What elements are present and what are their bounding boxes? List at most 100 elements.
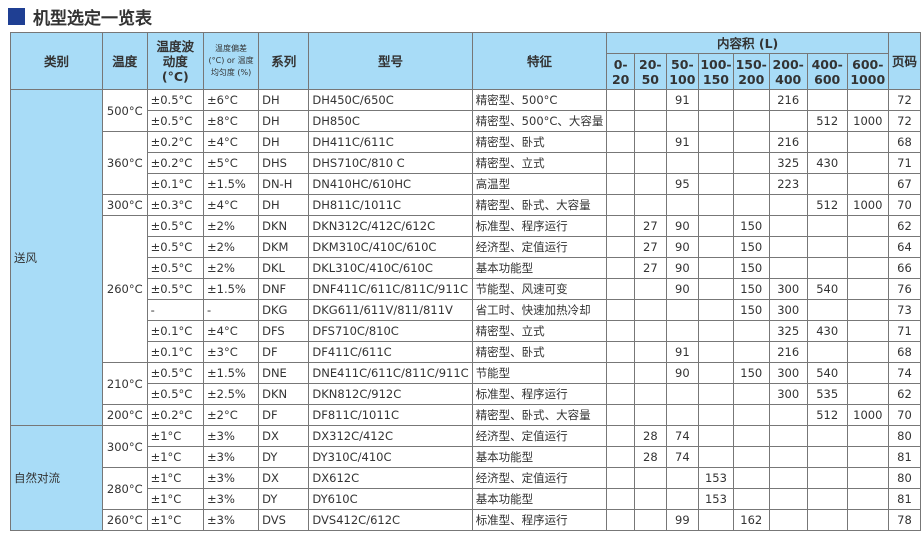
volume-cell: 430 (806, 152, 848, 174)
deviation-cell: ±3°C (202, 341, 260, 363)
volume-cell: 153 (698, 488, 734, 510)
series-cell: DH (258, 89, 310, 111)
volume-cell: 90 (665, 278, 700, 300)
volume-cell (806, 89, 848, 111)
volume-cell (606, 152, 635, 174)
feature-cell: 精密型、卧式 (471, 341, 608, 363)
temperature-cell: 300°C (101, 425, 148, 468)
volume-cell (732, 341, 770, 363)
table-row: - - DKG DKG611/611V/811/811V 省工时、快速加热冷却 150 30… (11, 299, 921, 321)
temperature-cell: 360°C (101, 131, 148, 195)
volume-cell (665, 152, 700, 174)
series-cell: DH (258, 194, 310, 216)
table-row: 300°C ±0.3°C ±4°C DH DH811C/1011C 精密型、卧式、大容量 5… (11, 194, 921, 216)
model-cell: DF411C/611C (308, 341, 473, 363)
deviation-cell: ±4°C (202, 320, 260, 342)
volume-cell (698, 236, 734, 258)
deviation-cell: ±3% (202, 425, 260, 447)
volume-cell (633, 131, 667, 153)
volume-cell (732, 425, 770, 447)
volume-cell (846, 509, 889, 531)
volume-cell (606, 446, 635, 468)
header-fluct: 温度波动度(°C) (146, 32, 205, 90)
header-feature: 特征 (471, 32, 608, 90)
fluctuation-cell: ±0.5°C (146, 362, 205, 384)
volume-cell (633, 173, 667, 195)
volume-cell (698, 194, 734, 216)
header-volume: 内容积 (L) (606, 32, 889, 54)
deviation-cell: ±3% (202, 467, 260, 489)
temperature-cell: 260°C (101, 509, 148, 531)
series-cell: DH (258, 131, 310, 153)
volume-cell (633, 194, 667, 216)
model-cell: DX612C (308, 467, 473, 489)
temperature-cell: 260°C (101, 215, 148, 363)
volume-cell: 27 (633, 257, 667, 279)
table-row: ±0.5°C ±2.5% DKN DKN812C/912C 标准型、程序运行 300 535… (11, 383, 921, 405)
deviation-cell: ±4°C (202, 194, 260, 216)
volume-cell: 150 (732, 299, 770, 321)
deviation-cell: ±8°C (202, 110, 260, 132)
volume-cell (633, 320, 667, 342)
model-cell: DNE411C/611C/811C/911C (308, 362, 473, 384)
deviation-cell: ±3% (202, 446, 260, 468)
volume-cell (606, 467, 635, 489)
volume-cell (846, 467, 889, 489)
volume-cell (732, 467, 770, 489)
deviation-cell: ±2°C (202, 404, 260, 426)
category-cell: 自然对流 (10, 425, 103, 531)
fluctuation-cell: ±0.2°C (146, 152, 205, 174)
volume-cell (633, 299, 667, 321)
page-cell: 72 (887, 89, 921, 111)
series-cell: DX (258, 425, 310, 447)
volume-cell: 540 (806, 362, 848, 384)
page-cell: 66 (887, 257, 921, 279)
title-square-icon (8, 8, 25, 25)
volume-cell (698, 257, 734, 279)
deviation-cell: ±3% (202, 488, 260, 510)
model-cell: DVS412C/612C (308, 509, 473, 531)
series-cell: DKN (258, 215, 310, 237)
volume-cell (846, 299, 889, 321)
volume-cell (606, 194, 635, 216)
volume-cell (846, 152, 889, 174)
deviation-cell: ±2.5% (202, 383, 260, 405)
series-cell: DF (258, 404, 310, 426)
table-row: 360°C ±0.2°C ±4°C DH DH411C/611C 精密型、卧式 91 216 6… (11, 131, 921, 195)
table-row: 自然对流 300°C ±1°C ±3% DX DX312C/412C 经济型、定值运行 28 7… (10, 425, 921, 531)
volume-cell (606, 341, 635, 363)
volume-cell (698, 320, 734, 342)
volume-cell (606, 383, 635, 405)
volume-cell: 91 (665, 341, 700, 363)
fluctuation-cell: ±0.5°C (146, 278, 205, 300)
volume-cell (768, 194, 808, 216)
page-cell: 67 (887, 173, 921, 195)
feature-cell: 精密型、立式 (471, 320, 608, 342)
model-cell: DY610C (308, 488, 473, 510)
volume-cell: 300 (768, 299, 808, 321)
volume-cell (846, 488, 889, 510)
volume-cell (698, 509, 734, 531)
volume-cell (698, 446, 734, 468)
volume-cell (606, 509, 635, 531)
volume-cell (665, 320, 700, 342)
table-row: ±0.2°C ±5°C DHS DHS710C/810 C 精密型、立式 325 430 71 (11, 152, 921, 174)
volume-cell (606, 173, 635, 195)
page-cell: 81 (887, 488, 921, 510)
page-cell: 80 (887, 425, 921, 447)
feature-cell: 节能型、风速可变 (471, 278, 608, 300)
table-row: ±0.5°C ±1.5% DNF DNF411C/611C/811C/911C 节能型、… (11, 278, 921, 300)
feature-cell: 标准型、程序运行 (471, 509, 608, 531)
volume-cell (606, 299, 635, 321)
volume-cell (606, 215, 635, 237)
page-cell: 76 (887, 278, 921, 300)
header-volume-range: 150-200 (732, 53, 770, 90)
volume-cell (768, 236, 808, 258)
volume-cell (846, 131, 889, 153)
header-volume-range: 50-100 (665, 53, 700, 90)
header-volume-range: 100-150 (698, 53, 734, 90)
volume-cell (732, 89, 770, 111)
volume-cell (606, 278, 635, 300)
model-cell: DKL310C/410C/610C (308, 257, 473, 279)
volume-cell: 90 (665, 215, 700, 237)
